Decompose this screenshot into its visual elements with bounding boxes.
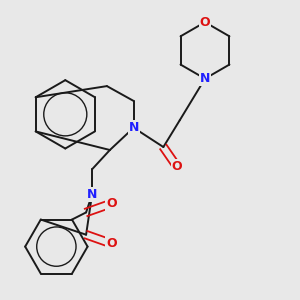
- Text: O: O: [106, 197, 117, 210]
- Text: O: O: [200, 16, 210, 29]
- Text: O: O: [106, 237, 117, 250]
- Text: O: O: [171, 160, 182, 173]
- Text: N: N: [87, 188, 97, 201]
- Text: N: N: [200, 72, 210, 85]
- Text: N: N: [128, 121, 139, 134]
